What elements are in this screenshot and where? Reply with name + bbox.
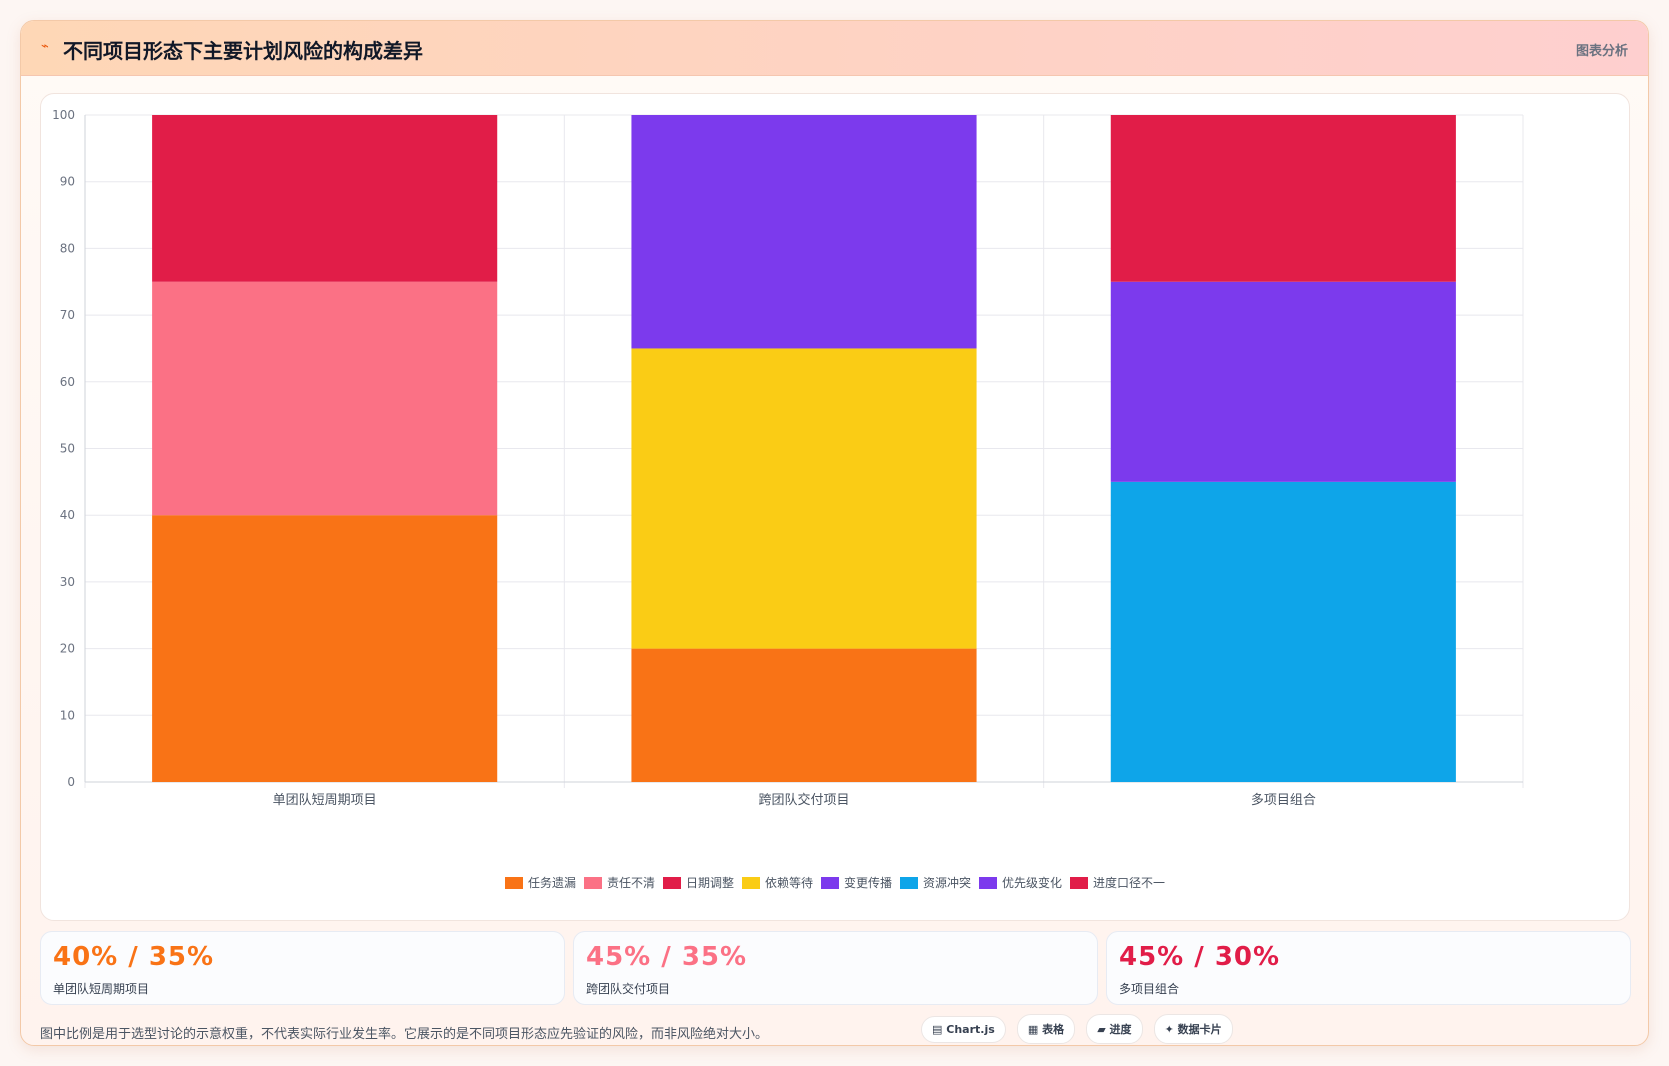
card-icon: ✦ <box>1164 1023 1174 1036</box>
legend-swatch <box>583 877 602 889</box>
pill-progress[interactable]: ▰ 进度 <box>1086 1014 1143 1044</box>
legend-entry[interactable]: 资源冲突 <box>900 874 971 891</box>
legend-label: 进度口径不一 <box>1093 876 1166 890</box>
pill-label: 进度 <box>1109 1023 1132 1036</box>
bar-segment <box>1110 281 1456 482</box>
progress-icon: ▰ <box>1097 1023 1106 1036</box>
pill-label: 数据卡片 <box>1177 1023 1222 1036</box>
legend-label: 资源冲突 <box>923 876 972 890</box>
panel-header: ⌁ 不同项目形态下主要计划风险的构成差异 图表分析 <box>21 21 1648 76</box>
legend-entry[interactable]: 优先级变化 <box>979 874 1062 891</box>
stat-card-0: 40% / 35% 单团队短周期项目 <box>40 931 565 1005</box>
legend-swatch <box>504 877 523 889</box>
stat-value: 45% / 35% <box>586 942 748 972</box>
pill-label: 表格 <box>1042 1023 1065 1036</box>
legend-swatch <box>741 877 760 889</box>
legend-label: 任务遗漏 <box>527 876 576 890</box>
legend-label: 依赖等待 <box>764 876 813 890</box>
bar-segment <box>1110 115 1456 282</box>
feature-pills: ▤ Chart.js ▦ 表格 ▰ 进度 ✦ 数据卡片 <box>921 1014 1239 1044</box>
y-tick-label: 80 <box>60 241 75 255</box>
chart-card: 0 10 20 30 40 50 60 70 80 90 100 单团队短周期项目 跨团队交付项目 多项目… <box>40 93 1630 921</box>
chart-analysis-tag[interactable]: 图表分析 <box>1575 44 1628 59</box>
stat-label: 跨团队交付项目 <box>586 982 671 996</box>
legend-entry[interactable]: 变更传播 <box>821 874 892 891</box>
bar-segment <box>631 348 977 649</box>
legend-entry[interactable]: 责任不清 <box>583 874 655 891</box>
legend-swatch <box>900 877 919 889</box>
legend-swatch <box>1070 877 1089 889</box>
legend-entry[interactable]: 依赖等待 <box>741 874 813 891</box>
y-tick-label: 100 <box>52 108 75 122</box>
sparkle-icon: ⌁ <box>41 39 49 54</box>
legend-swatch <box>979 877 998 889</box>
legend-entry[interactable]: 任务遗漏 <box>504 874 576 891</box>
stat-value: 45% / 30% <box>1119 942 1281 972</box>
chart-title: 不同项目形态下主要计划风险的构成差异 <box>63 39 423 63</box>
stat-label: 多项目组合 <box>1119 982 1180 996</box>
stat-label: 单团队短周期项目 <box>53 982 150 996</box>
x-tick-label: 跨团队交付项目 <box>758 792 849 808</box>
legend-entry[interactable]: 进度口径不一 <box>1070 874 1165 891</box>
legend-entry[interactable]: 日期调整 <box>662 874 734 891</box>
pill-chartjs[interactable]: ▤ Chart.js <box>921 1016 1006 1043</box>
chart-icon: ▤ <box>932 1023 943 1036</box>
y-tick-label: 10 <box>60 708 75 722</box>
bar-segment <box>631 648 977 782</box>
footnote: 图中比例是用于选型讨论的示意权重，不代表实际行业发生率。它展示的是不同项目形态应… <box>40 1027 769 1042</box>
table-icon: ▦ <box>1027 1023 1039 1036</box>
legend-label: 优先级变化 <box>1002 876 1063 890</box>
y-tick-label: 90 <box>60 175 75 189</box>
chart-panel: ⌁ 不同项目形态下主要计划风险的构成差异 图表分析 0 10 20 30 40 50 60 7… <box>20 20 1649 1046</box>
pill-label: Chart.js <box>946 1023 995 1036</box>
legend-label: 日期调整 <box>685 876 734 890</box>
stacked-bar-chart: 0 10 20 30 40 50 60 70 80 90 100 单团队短周期项目 跨团队交付项目 多项目… <box>52 108 1524 808</box>
stat-card-1: 45% / 35% 跨团队交付项目 <box>573 931 1098 1005</box>
y-tick-label: 40 <box>60 508 75 522</box>
x-tick-label: 单团队短周期项目 <box>273 793 377 808</box>
bar-segment <box>152 115 498 282</box>
bar-segment <box>1110 481 1456 782</box>
legend-swatch <box>821 877 839 889</box>
y-tick-label: 50 <box>60 442 75 456</box>
stat-value: 40% / 35% <box>53 942 215 972</box>
bar-segment <box>152 515 498 782</box>
y-tick-label: 70 <box>60 308 75 322</box>
legend-label: 变更传播 <box>844 876 893 890</box>
y-tick-label: 0 <box>67 775 75 789</box>
stat-card-2: 45% / 30% 多项目组合 <box>1106 931 1631 1005</box>
y-tick-label: 60 <box>60 375 75 389</box>
x-tick-label: 多项目组合 <box>1251 792 1316 808</box>
y-tick-label: 30 <box>60 575 75 589</box>
y-tick-label: 20 <box>60 642 75 656</box>
legend-swatch <box>662 877 681 889</box>
bar-segment <box>631 115 977 349</box>
legend-label: 责任不清 <box>606 876 655 890</box>
bar-segment <box>152 281 498 516</box>
chart-legend: 任务遗漏 责任不清 日期调整 依赖等待 变更传播 资源冲突 优先级变化 进度口径不一 <box>41 874 1629 891</box>
pill-table[interactable]: ▦ 表格 <box>1016 1014 1076 1044</box>
pill-data-card[interactable]: ✦ 数据卡片 <box>1153 1014 1233 1044</box>
